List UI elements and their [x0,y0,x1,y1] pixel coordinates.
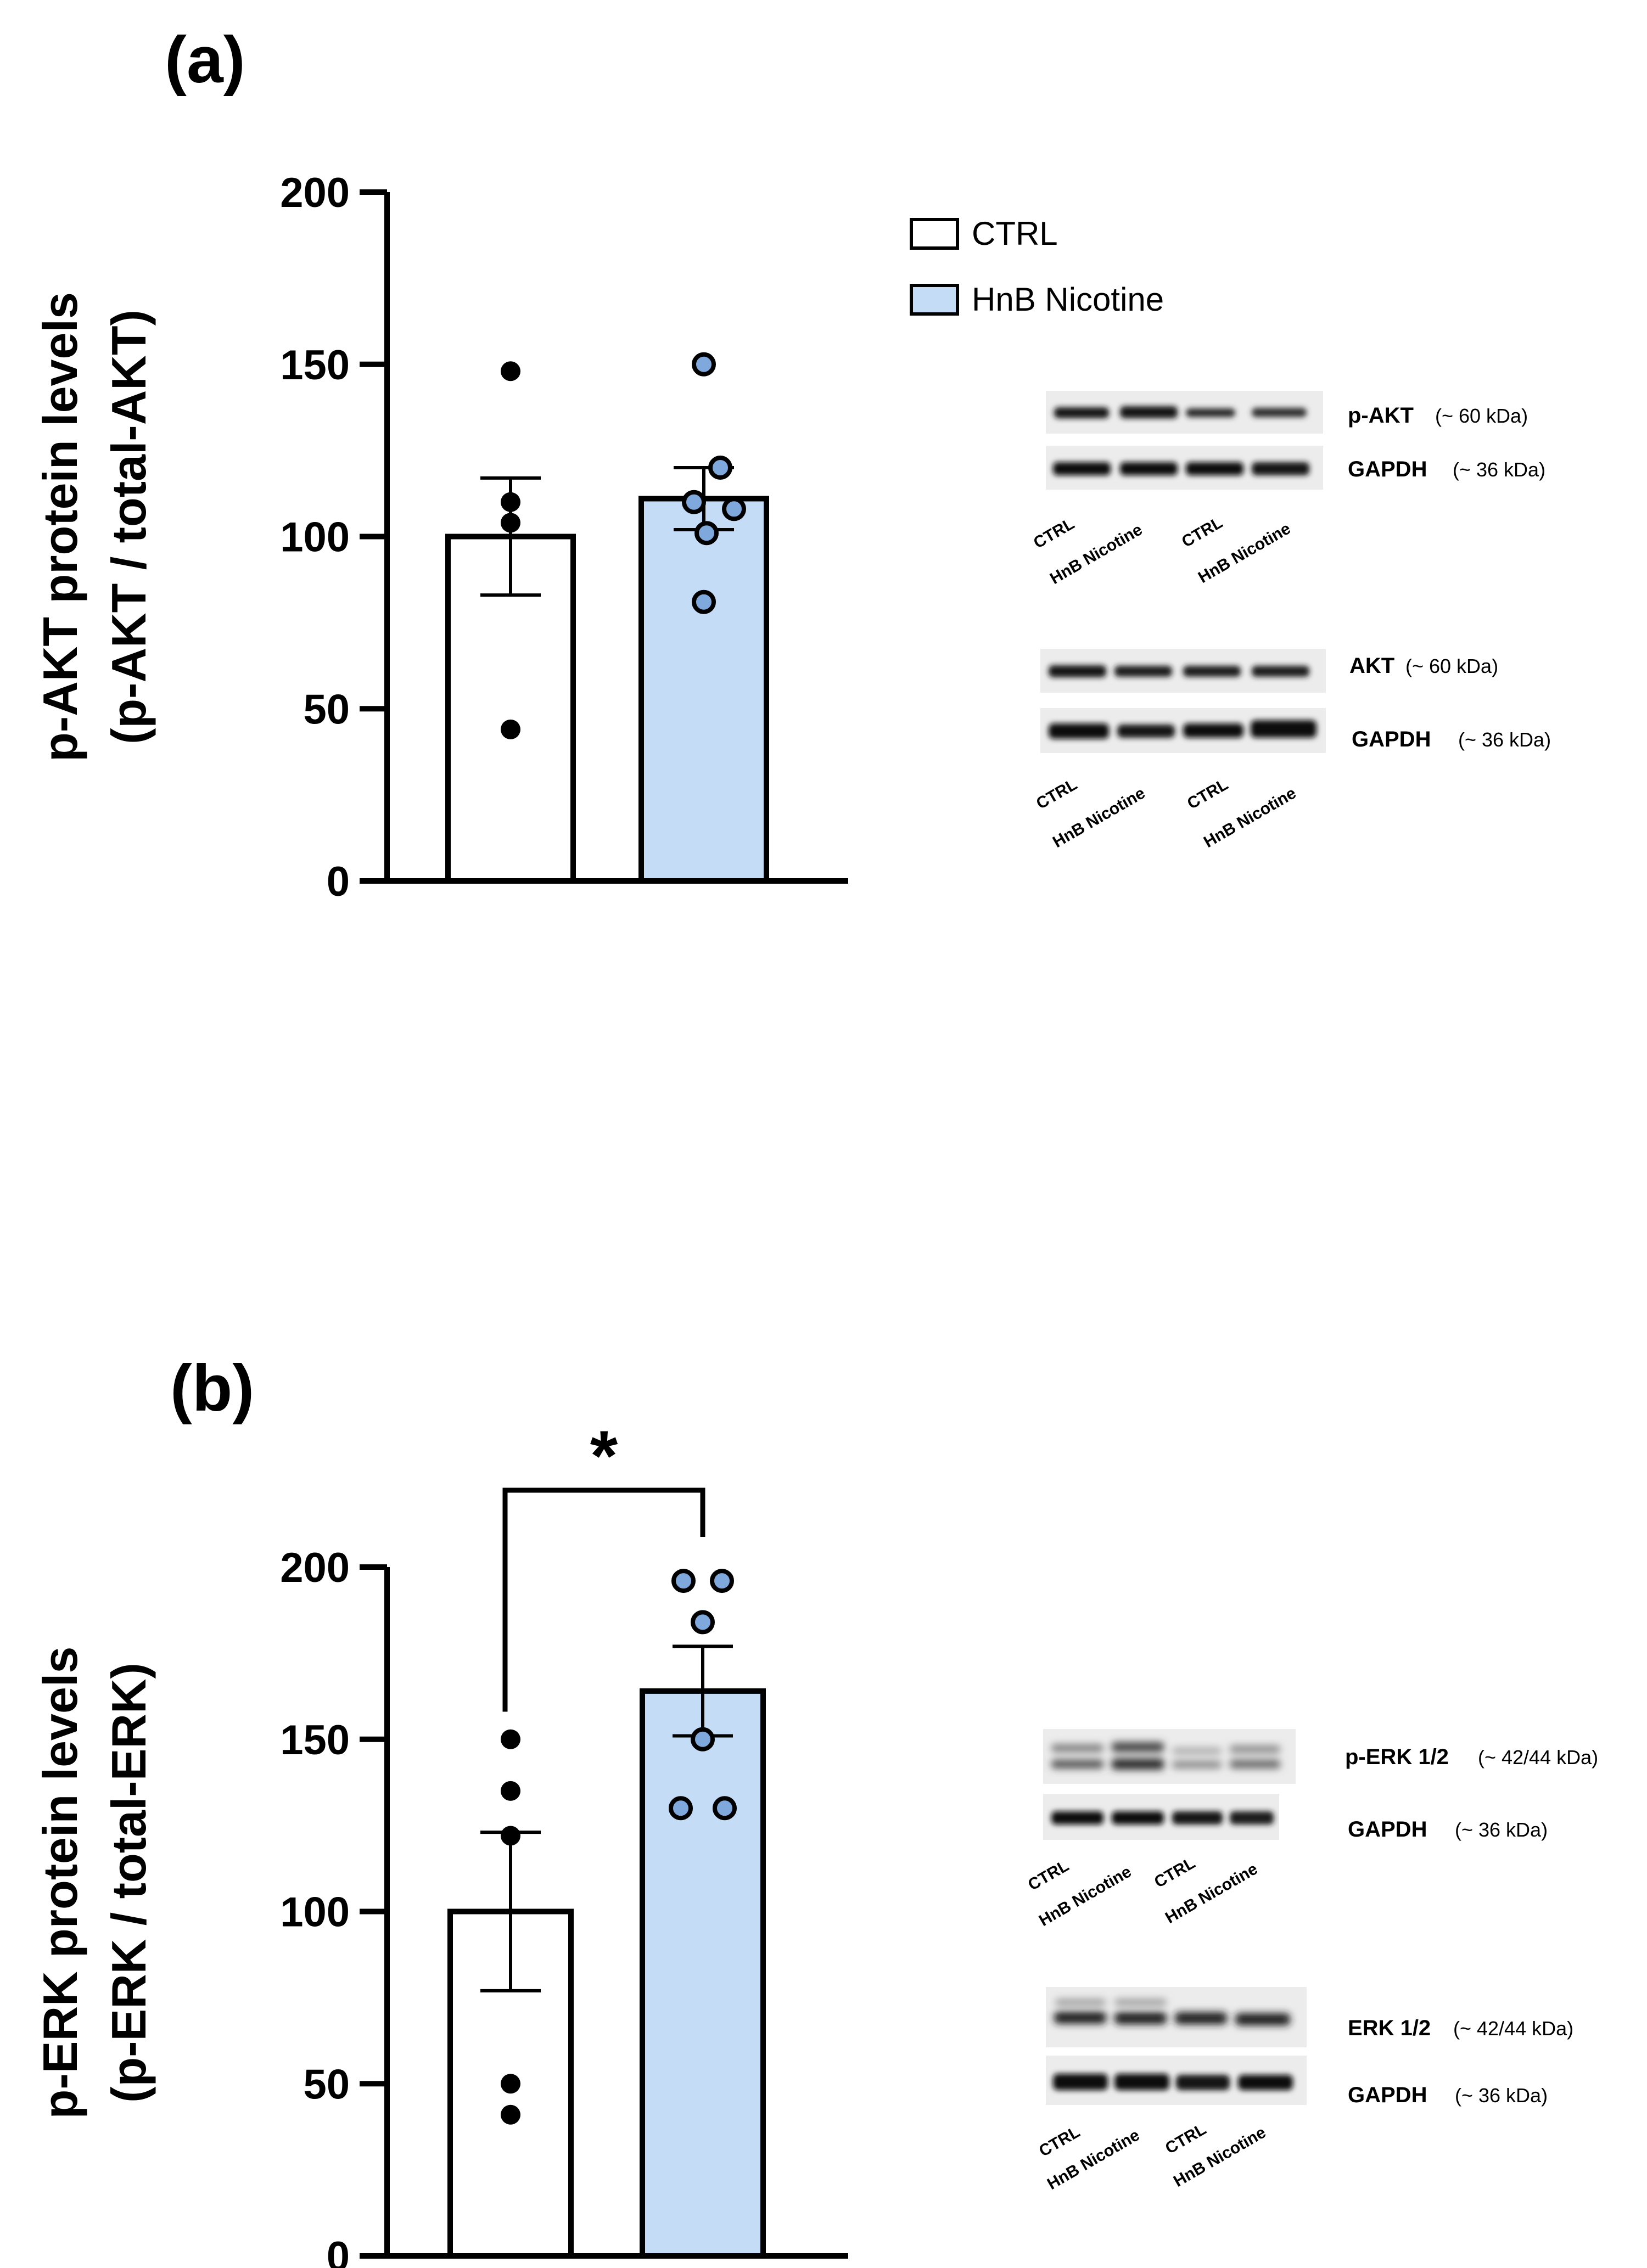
bar-hnb-nicotine [640,1688,766,2259]
lane-label: CTRL [1162,2120,1209,2158]
blot-kda-akt: (~ 60 kDa) [1405,655,1498,677]
y-tick-label: 100 [280,514,350,561]
blot-label-p-akt: p-AKT [1348,403,1414,428]
lane-label: CTRL [1151,1854,1198,1891]
data-point [692,352,716,377]
lane-label: CTRL [1030,514,1078,552]
data-point [501,1781,520,1801]
data-point [713,1796,737,1821]
blot-kda-gapdh: (~ 36 kDa) [1455,1818,1548,1841]
chart-a-ylabel-1: p-AKT protein levels [33,292,87,762]
blot-label-akt: AKT [1349,654,1394,678]
chart-b-ylabel-2: (p-ERK / total-ERK) [102,1663,156,2103]
panel-b-label: (b) [170,1351,254,1425]
y-tick-label: 200 [280,1545,350,1591]
lane-label: CTRL [1184,775,1231,813]
y-tick-label: 200 [280,170,350,216]
y-tick-label: 50 [303,686,350,733]
y-tick-label: 0 [327,858,350,905]
data-point [501,719,520,739]
data-point [692,590,716,614]
data-point [501,492,520,512]
data-point [501,1826,520,1846]
blot-kda-p-akt: (~ 60 kDa) [1435,405,1528,427]
y-tick-label: 150 [280,1717,350,1764]
data-point [501,361,520,381]
blot-b-group2: ERK 1/2 (~ 42/44 kDa) GAPDH (~ 36 kDa) C… [1036,1987,1573,2193]
lane-label: CTRL [1033,775,1080,813]
y-tick-label: 150 [280,342,350,389]
panel-a-label: (a) [165,23,245,97]
chart-a-ylabel-2: (p-AKT / total-AKT) [102,310,156,744]
data-point [501,2074,520,2094]
data-point [691,1610,715,1635]
bar-hnb-nicotine [638,496,769,884]
blot-b-group1: p-ERK 1/2 (~ 42/44 kDa) GAPDH (~ 36 kDa)… [1025,1729,1598,1930]
data-point [691,1727,715,1751]
lane-label: CTRL [1179,513,1226,551]
legend-label-ctrl: CTRL [972,215,1058,252]
blot-kda-gapdh: (~ 36 kDa) [1453,458,1545,481]
blot-a-group1: p-AKT (~ 60 kDa) GAPDH (~ 36 kDa) CTRL H… [1030,391,1545,588]
data-point [722,497,746,521]
significance-star: * [590,1416,618,1496]
data-point [710,1569,734,1593]
data-point [501,513,520,533]
legend: CTRL HnB Nicotine [910,215,1164,318]
significance-bracket [502,1487,705,1712]
blot-label-erk: ERK 1/2 [1348,2016,1431,2040]
lane-label: CTRL [1036,2123,1083,2160]
blot-strip [1043,1729,1296,1784]
chart-b: p-ERK protein levels (p-ERK / total-ERK)… [33,1416,848,2268]
blot-a-group2: AKT (~ 60 kDa) GAPDH (~ 36 kDa) CTRL HnB… [1033,649,1551,851]
blot-label-gapdh: GAPDH [1348,2083,1427,2107]
legend-swatch-ctrl [910,218,959,250]
legend-label-hnb: HnB Nicotine [972,281,1164,318]
y-tick-label: 50 [303,2061,350,2108]
data-point [671,1569,696,1593]
data-point [682,490,706,514]
y-tick-label: 0 [327,2233,350,2268]
blot-label-gapdh: GAPDH [1348,1817,1427,1842]
blot-label-gapdh: GAPDH [1348,457,1427,481]
data-point [501,1729,520,1749]
data-point [501,2104,520,2125]
blot-kda-gapdh: (~ 36 kDa) [1458,728,1551,751]
blot-kda-gapdh: (~ 36 kDa) [1455,2084,1548,2107]
lane-label: CTRL [1025,1856,1072,1894]
blot-kda-p-erk: (~ 42/44 kDa) [1478,1746,1598,1769]
blot-label-gapdh: GAPDH [1352,727,1431,751]
y-tick-label: 100 [280,1889,350,1936]
legend-swatch-hnb [910,284,959,316]
chart-b-ylabel-1: p-ERK protein levels [33,1647,87,2119]
data-point [708,456,732,480]
data-point [694,521,719,546]
blot-label-p-erk: p-ERK 1/2 [1345,1745,1449,1769]
blot-kda-erk: (~ 42/44 kDa) [1453,2017,1573,2040]
data-point [669,1796,693,1821]
chart-a: p-AKT protein levels (p-AKT / total-AKT)… [33,170,848,905]
